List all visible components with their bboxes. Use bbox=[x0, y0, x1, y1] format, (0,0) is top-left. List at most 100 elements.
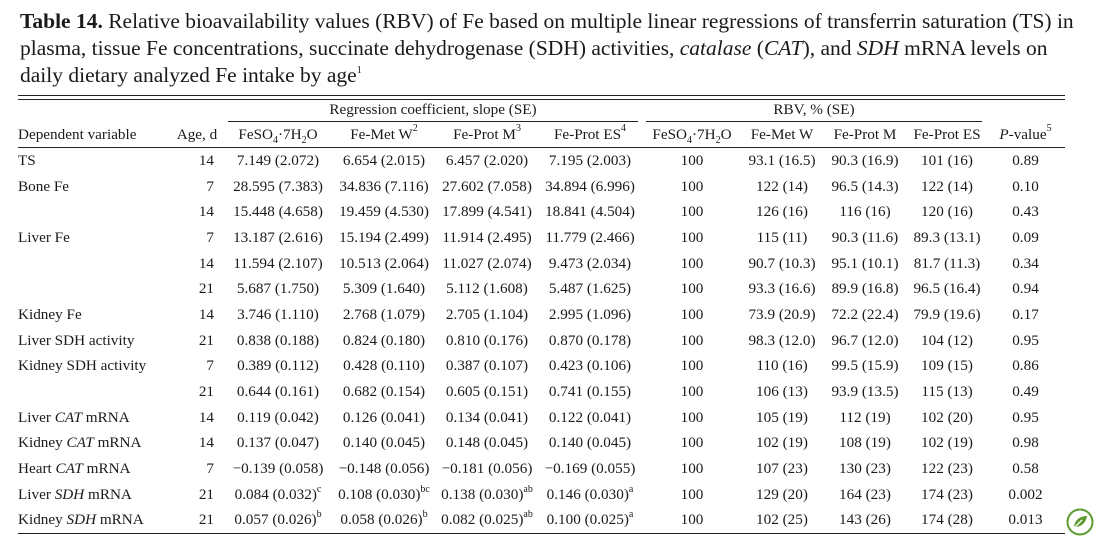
cell-slope-feso4: 13.187 (2.616) bbox=[233, 228, 323, 246]
cell-slope-feso4: 0.389 (0.112) bbox=[237, 357, 319, 375]
cell-slope-femet-w: −0.148 (0.056) bbox=[338, 460, 430, 478]
cell-slope-feso4: 28.595 (7.383) bbox=[233, 177, 323, 195]
cell-slope-femet-w: 0.140 (0.045) bbox=[342, 434, 426, 452]
cell-rbv-feprot-m: 90.3 (16.9) bbox=[831, 151, 899, 169]
cell-age: 7 bbox=[206, 460, 214, 478]
caption-text: ( bbox=[751, 36, 764, 60]
cell-p-value: 0.49 bbox=[1012, 383, 1039, 401]
cell-rbv-femet-w: 102 (19) bbox=[756, 434, 808, 452]
cell-dependent-variable: Kidney CAT mRNA bbox=[18, 434, 142, 452]
table-row: Kidney SDH activity 7 0.389 (0.112) 0.42… bbox=[18, 354, 1065, 380]
header-rbv-feso4: FeSO4·7H2O bbox=[642, 122, 742, 148]
cell-rbv-femet-w: 93.1 (16.5) bbox=[748, 151, 816, 169]
cell-dependent-variable: Kidney SDH mRNA bbox=[18, 507, 170, 535]
cell-rbv-feprot-m: 96.5 (14.3) bbox=[831, 177, 899, 195]
cell-rbv-feso4: 100 bbox=[680, 485, 704, 503]
cell-rbv-feprot-m: 72.2 (22.4) bbox=[831, 305, 899, 323]
cell-rbv-feprot-m: 143 (26) bbox=[822, 507, 908, 535]
caption-text: Relative bioavailability values (RBV) of… bbox=[20, 9, 1074, 60]
cell-slope-feso4: 5.687 (1.750) bbox=[236, 280, 320, 298]
table-row: Kidney CAT mRNA 14 0.137 (0.047) 0.140 (… bbox=[18, 431, 1065, 457]
cell-rbv-femet-w: 105 (19) bbox=[756, 408, 808, 426]
table-row: Bone Fe 7 28.595 (7.383) 34.836 (7.116) … bbox=[18, 174, 1065, 200]
caption-catalase: catalase bbox=[679, 36, 752, 60]
header-age: Age, d bbox=[170, 122, 224, 148]
cell-slope-feprot-m: 0.605 (0.151) bbox=[445, 383, 529, 401]
cell-rbv-feso4: 100 bbox=[680, 331, 704, 349]
cell-slope-femet-w: 0.126 (0.041) bbox=[342, 408, 426, 426]
data-table-container: Regression coefficient, slope (SE) RBV, … bbox=[18, 95, 1065, 535]
cell-rbv-feprot-es: 122 (23) bbox=[921, 460, 973, 478]
cell-rbv-feprot-es: 104 (12) bbox=[921, 331, 973, 349]
cell-slope-feso4: 7.149 (2.072) bbox=[236, 151, 320, 169]
header-feso4: FeSO4·7H2O bbox=[224, 122, 332, 148]
cell-age: 21 bbox=[198, 280, 214, 298]
cell-rbv-femet-w: 107 (23) bbox=[756, 460, 808, 478]
cell-rbv-feprot-m: 93.9 (13.5) bbox=[831, 383, 899, 401]
caption-cat: CAT bbox=[763, 36, 803, 60]
caption-text: ), and bbox=[802, 36, 857, 60]
cell-rbv-feso4: 100 bbox=[680, 305, 704, 323]
cell-age: 7 bbox=[206, 228, 214, 246]
cell-slope-feprot-es: 11.779 (2.466) bbox=[545, 228, 635, 246]
cell-rbv-feprot-es: 81.7 (11.3) bbox=[913, 254, 981, 272]
cell-p-value: 0.95 bbox=[1012, 408, 1039, 426]
cell-slope-feprot-es: 5.487 (1.625) bbox=[548, 280, 632, 298]
cell-rbv-feso4: 100 bbox=[680, 254, 704, 272]
leaf-logo-icon bbox=[1066, 508, 1094, 536]
cell-slope-feso4: 11.594 (2.107) bbox=[233, 254, 323, 272]
cell-rbv-feso4: 100 bbox=[680, 434, 704, 452]
cell-rbv-femet-w: 98.3 (12.0) bbox=[748, 331, 816, 349]
cell-slope-feprot-es: 0.146 (0.030)a bbox=[546, 483, 634, 503]
cell-slope-femet-w: 0.682 (0.154) bbox=[342, 383, 426, 401]
header-rbv-femet-w: Fe-Met W bbox=[742, 122, 822, 148]
cell-slope-feso4: 0.838 (0.188) bbox=[236, 331, 320, 349]
cell-slope-feso4: 0.644 (0.161) bbox=[236, 383, 320, 401]
cell-p-value: 0.09 bbox=[1012, 228, 1039, 246]
table-caption: Table 14. Relative bioavailability value… bbox=[20, 8, 1092, 89]
table-row: Kidney SDH mRNA 21 0.057 (0.026)b 0.058 … bbox=[18, 507, 1065, 535]
cell-slope-femet-w: 0.058 (0.026)b bbox=[332, 507, 436, 535]
cell-rbv-feprot-es: 109 (15) bbox=[921, 357, 973, 375]
cell-rbv-feso4: 100 bbox=[680, 151, 704, 169]
cell-dependent-variable bbox=[18, 379, 170, 405]
cell-rbv-feso4: 100 bbox=[680, 203, 704, 221]
cell-p-value: 0.002 bbox=[1008, 485, 1043, 503]
cell-slope-feprot-es: 34.894 (6.996) bbox=[545, 177, 635, 195]
cell-age: 14 bbox=[198, 151, 214, 169]
cell-rbv-femet-w: 73.9 (20.9) bbox=[748, 305, 816, 323]
table-row: Kidney Fe 14 3.746 (1.110) 2.768 (1.079)… bbox=[18, 302, 1065, 328]
cell-age: 21 bbox=[170, 507, 224, 535]
cell-rbv-feso4: 100 bbox=[680, 408, 704, 426]
table-row: Liver Fe 7 13.187 (2.616) 15.194 (2.499)… bbox=[18, 225, 1065, 251]
cell-rbv-femet-w: 122 (14) bbox=[756, 177, 808, 195]
cell-slope-feprot-m: 0.082 (0.025)ab bbox=[436, 507, 538, 535]
cell-slope-femet-w: 6.654 (2.015) bbox=[342, 151, 426, 169]
cell-slope-femet-w: 10.513 (2.064) bbox=[339, 254, 429, 272]
cell-slope-feprot-es: −0.169 (0.055) bbox=[544, 460, 636, 478]
table-row: 14 11.594 (2.107) 10.513 (2.064) 11.027 … bbox=[18, 251, 1065, 277]
cell-slope-feso4: 0.057 (0.026)b bbox=[224, 507, 332, 535]
cell-rbv-femet-w: 102 (25) bbox=[742, 507, 822, 535]
cell-age: 14 bbox=[198, 408, 214, 426]
cell-slope-feprot-es: 2.995 (1.096) bbox=[548, 305, 632, 323]
cell-rbv-feprot-m: 108 (19) bbox=[839, 434, 891, 452]
cell-slope-feso4: 0.084 (0.032)c bbox=[234, 483, 322, 503]
cell-p-value: 0.89 bbox=[1012, 151, 1039, 169]
header-rbv-feprot-es: Fe-Prot ES bbox=[908, 122, 986, 148]
cell-rbv-feso4: 100 bbox=[680, 357, 704, 375]
cell-p-value: 0.17 bbox=[1012, 305, 1039, 323]
cell-p-value: 0.58 bbox=[1012, 460, 1039, 478]
cell-slope-femet-w: 2.768 (1.079) bbox=[342, 305, 426, 323]
cell-slope-feprot-es: 0.741 (0.155) bbox=[548, 383, 632, 401]
header-feprot-m: Fe-Prot M3 bbox=[436, 122, 538, 148]
cell-slope-feprot-es: 9.473 (2.034) bbox=[548, 254, 632, 272]
cell-slope-femet-w: 5.309 (1.640) bbox=[342, 280, 426, 298]
cell-p-value: 0.013 bbox=[986, 507, 1065, 535]
cell-rbv-feprot-es: 89.3 (13.1) bbox=[913, 228, 981, 246]
cell-age: 21 bbox=[198, 485, 214, 503]
cell-slope-feprot-m: 27.602 (7.058) bbox=[442, 177, 532, 195]
cell-dependent-variable: Kidney SDH activity bbox=[18, 357, 147, 375]
table-row: Heart CAT mRNA 7 −0.139 (0.058) −0.148 (… bbox=[18, 456, 1065, 482]
table-label: Table 14. bbox=[20, 9, 103, 33]
